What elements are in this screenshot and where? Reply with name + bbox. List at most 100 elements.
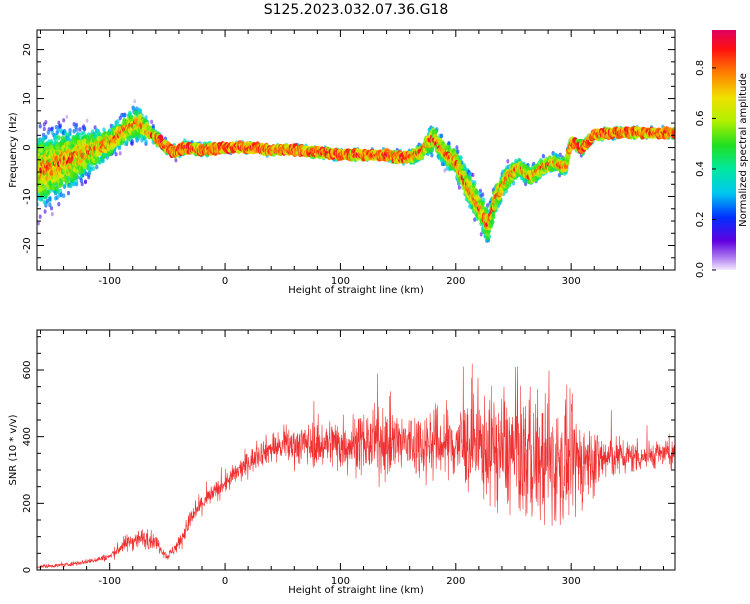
spectral-point bbox=[84, 179, 87, 184]
snr-x-label: Height of straight line (km) bbox=[288, 585, 424, 596]
spectral-point bbox=[474, 188, 479, 194]
spectral-point bbox=[68, 177, 73, 183]
spectral-point bbox=[44, 145, 49, 151]
spectral-point bbox=[130, 139, 134, 144]
spectral-point bbox=[116, 140, 121, 146]
y-tick-label: 20 bbox=[22, 43, 33, 56]
spectral-point bbox=[85, 118, 89, 123]
spectral-point bbox=[672, 128, 675, 135]
spectral-point bbox=[486, 203, 490, 208]
spectral-point bbox=[117, 145, 122, 151]
x-tick-label: 100 bbox=[331, 276, 350, 287]
spectral-point bbox=[73, 172, 78, 178]
spectral-point bbox=[541, 153, 546, 159]
spectral-point bbox=[480, 200, 485, 207]
spectral-point bbox=[48, 202, 52, 208]
x-tick-label: 300 bbox=[562, 576, 581, 587]
spectral-point bbox=[79, 178, 84, 183]
spectral-point bbox=[493, 204, 498, 211]
figure-title: S125.2023.032.07.36.G18 bbox=[264, 2, 449, 18]
snr-marks bbox=[37, 363, 675, 569]
spectral-point bbox=[471, 172, 475, 178]
spectral-point bbox=[123, 112, 127, 118]
spectral-point bbox=[459, 164, 464, 170]
spectral-point bbox=[456, 149, 460, 154]
spectral-point bbox=[42, 126, 46, 132]
x-tick-label: 200 bbox=[446, 576, 465, 587]
spectral-point bbox=[44, 120, 48, 125]
spectral-point bbox=[506, 159, 510, 164]
colorbar-tick-label: 0.2 bbox=[695, 212, 706, 228]
y-tick-label: 10 bbox=[22, 92, 33, 105]
spectral-point bbox=[479, 193, 483, 199]
spectral-point bbox=[56, 128, 60, 134]
spectral-point bbox=[85, 134, 90, 140]
spectral-point bbox=[106, 130, 111, 136]
spectral-point bbox=[38, 214, 42, 219]
spectral-point bbox=[480, 204, 485, 211]
spectral-point bbox=[59, 181, 64, 187]
spectral-point bbox=[433, 129, 438, 135]
spectral-point bbox=[95, 164, 99, 170]
x-tick-label: 0 bbox=[222, 276, 228, 287]
spectral-point bbox=[43, 188, 48, 195]
spectral-point bbox=[54, 124, 59, 130]
spectral-point bbox=[65, 114, 69, 119]
y-tick-label: 0 bbox=[22, 144, 33, 150]
y-tick-label: -10 bbox=[22, 188, 33, 204]
colorbar: 0.00.20.40.60.8 Normalized spectral ampl… bbox=[695, 30, 749, 278]
spectral-point bbox=[43, 194, 48, 200]
spectral-point bbox=[87, 170, 92, 176]
spectral-point bbox=[37, 187, 42, 193]
colorbar-tick-label: 0.8 bbox=[695, 60, 706, 76]
spectral-point bbox=[54, 186, 59, 192]
spectral-point bbox=[144, 139, 148, 145]
y-tick-label: 200 bbox=[22, 494, 33, 513]
spectral-point bbox=[135, 131, 140, 138]
spectral-point bbox=[62, 193, 66, 199]
spectral-point bbox=[471, 182, 476, 188]
spectral-point bbox=[51, 184, 56, 191]
colorbar-ticks: 0.00.20.40.60.8 bbox=[695, 60, 716, 278]
spectral-point bbox=[467, 175, 472, 181]
spectral-point bbox=[430, 152, 434, 158]
spectral-point bbox=[490, 219, 495, 225]
spectral-point bbox=[102, 127, 106, 133]
spectral-point bbox=[38, 123, 42, 129]
snr-y-label: SNR (10 * v/v) bbox=[8, 414, 19, 485]
spectral-point bbox=[44, 134, 48, 140]
spectral-point bbox=[483, 208, 489, 214]
spectral-point bbox=[48, 196, 52, 202]
spectral-point bbox=[62, 118, 66, 123]
spectral-point bbox=[150, 119, 154, 125]
spectral-point bbox=[72, 128, 76, 134]
spectral-point bbox=[93, 125, 97, 130]
spectral-point bbox=[426, 147, 431, 154]
spectral-point bbox=[74, 127, 79, 133]
spectral-point bbox=[486, 229, 491, 235]
colorbar-gradient bbox=[712, 30, 736, 270]
spectral-point bbox=[429, 146, 434, 153]
y-tick-label: 600 bbox=[22, 360, 33, 379]
spectral-point bbox=[468, 171, 472, 177]
spectral-point bbox=[60, 135, 65, 141]
spectral-point bbox=[457, 185, 461, 190]
spectral-point bbox=[78, 127, 82, 132]
spectral-point bbox=[455, 145, 459, 150]
spectral-point bbox=[94, 158, 99, 164]
spectral-point bbox=[439, 133, 444, 139]
colorbar-tick-label: 0.0 bbox=[695, 262, 706, 278]
spectral-point bbox=[75, 168, 80, 174]
spectral-point bbox=[55, 195, 59, 200]
spectral-point bbox=[566, 154, 571, 160]
spectral-point bbox=[459, 155, 463, 161]
spectrogram-y-label: Frequency (Hz) bbox=[8, 112, 19, 188]
spectrogram-frame bbox=[36, 29, 676, 271]
x-tick-label: 100 bbox=[331, 576, 350, 587]
spectral-point bbox=[68, 131, 72, 136]
